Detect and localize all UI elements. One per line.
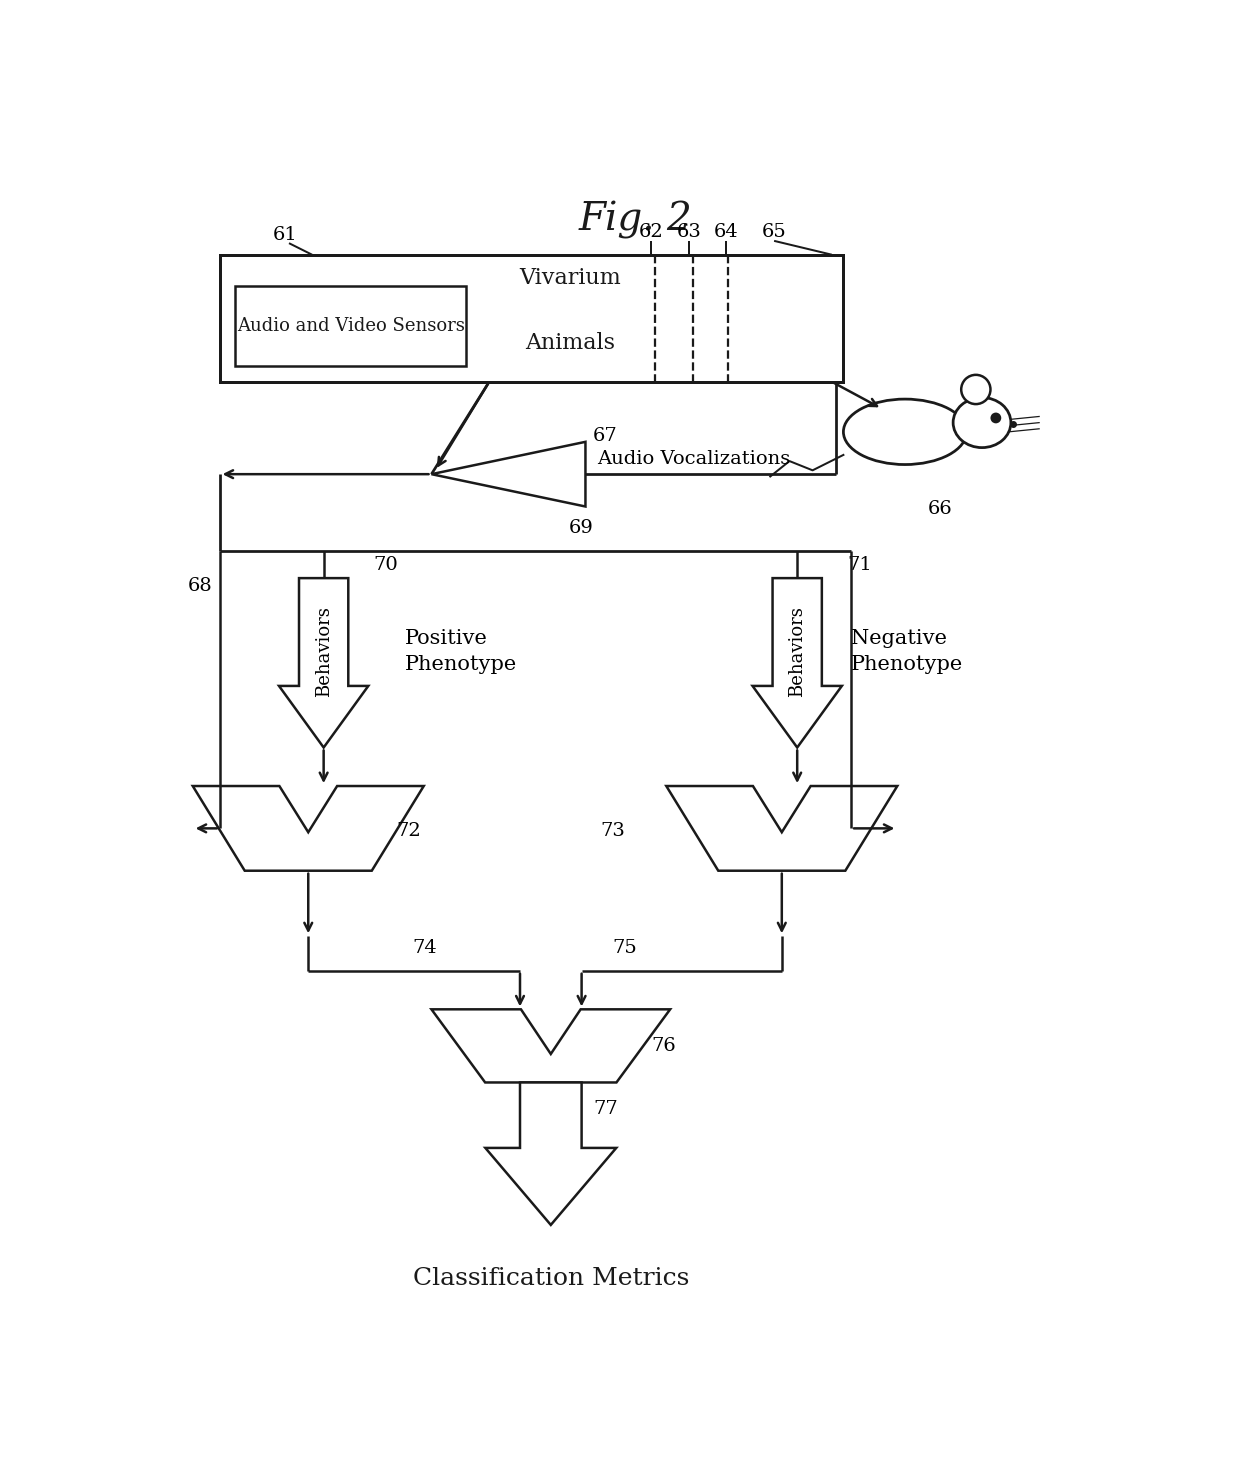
Polygon shape xyxy=(192,786,424,871)
Polygon shape xyxy=(279,578,368,748)
Text: Audio Vocalizations: Audio Vocalizations xyxy=(596,450,790,468)
Text: 69: 69 xyxy=(569,518,594,538)
Text: 74: 74 xyxy=(412,939,436,957)
Text: 63: 63 xyxy=(677,222,702,240)
Polygon shape xyxy=(432,1010,670,1083)
Ellipse shape xyxy=(843,398,967,465)
Bar xyxy=(236,286,466,366)
Text: Vivarium: Vivarium xyxy=(520,267,621,289)
Text: 71: 71 xyxy=(847,555,872,575)
Text: 70: 70 xyxy=(373,555,398,575)
Polygon shape xyxy=(485,1083,616,1225)
Text: 75: 75 xyxy=(613,939,637,957)
Ellipse shape xyxy=(961,375,991,404)
Text: 68: 68 xyxy=(188,576,213,595)
Text: 72: 72 xyxy=(397,822,422,840)
Text: 62: 62 xyxy=(639,222,663,240)
Text: 61: 61 xyxy=(273,227,298,244)
Text: Positive
Phenotype: Positive Phenotype xyxy=(404,628,517,674)
Text: 76: 76 xyxy=(651,1037,676,1056)
Polygon shape xyxy=(753,578,842,748)
Text: Fig. 2: Fig. 2 xyxy=(579,201,692,238)
Text: 64: 64 xyxy=(714,222,739,240)
Ellipse shape xyxy=(954,397,1011,447)
Text: Negative
Phenotype: Negative Phenotype xyxy=(851,628,963,674)
Text: 67: 67 xyxy=(593,427,618,444)
Polygon shape xyxy=(666,786,898,871)
Text: 65: 65 xyxy=(761,222,786,240)
Text: Classification Metrics: Classification Metrics xyxy=(413,1268,689,1290)
Text: 66: 66 xyxy=(928,499,952,518)
Text: 73: 73 xyxy=(601,822,626,840)
Text: Behaviors: Behaviors xyxy=(315,606,332,696)
Circle shape xyxy=(991,413,1001,424)
Text: Behaviors: Behaviors xyxy=(789,606,806,696)
Text: 77: 77 xyxy=(593,1100,618,1118)
Text: Animals: Animals xyxy=(525,332,615,354)
Text: Audio and Video Sensors: Audio and Video Sensors xyxy=(237,317,465,335)
Polygon shape xyxy=(432,441,585,507)
Bar xyxy=(219,255,843,382)
